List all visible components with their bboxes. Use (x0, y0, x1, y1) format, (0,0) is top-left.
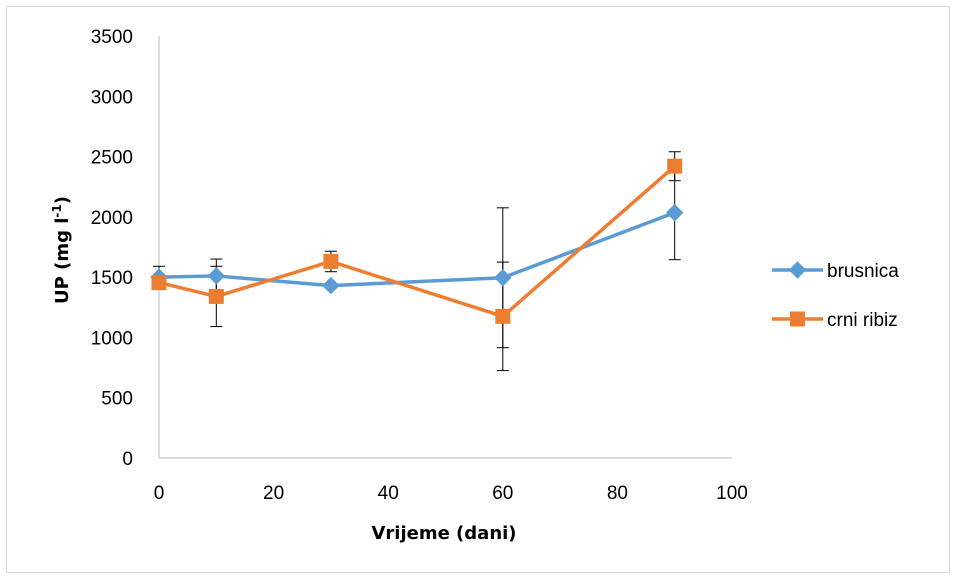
x-tick-label: 0 (154, 483, 165, 504)
marker-crni-ribiz (323, 253, 339, 269)
y-tick-label: 2000 (91, 208, 133, 229)
y-axis-title-base: UP (mg l (52, 218, 73, 304)
y-axis-title-close: ) (52, 196, 73, 204)
y-tick-label: 1000 (91, 328, 133, 349)
series-markers (150, 158, 684, 324)
y-tick-label: 500 (101, 389, 133, 410)
y-tick-label: 3500 (91, 27, 133, 48)
x-tick-label: 40 (378, 483, 399, 504)
error-bars (153, 151, 681, 372)
marker-brusnica (665, 203, 684, 222)
marker-crni-ribiz (667, 158, 683, 174)
marker-brusnica (207, 267, 226, 285)
legend-item: crni ribiz (772, 310, 898, 331)
x-tick-label: 20 (263, 483, 284, 504)
x-axis-title: Vrijeme (dani) (371, 523, 516, 544)
y-axis-title-superscript: -1 (50, 204, 64, 217)
legend-label: crni ribiz (827, 310, 898, 331)
series-line-brusnica (158, 211, 676, 288)
marker-crni-ribiz (495, 308, 511, 324)
y-tick-label: 2500 (91, 148, 133, 169)
series-lines (158, 164, 676, 319)
legend-marker (790, 311, 805, 327)
x-tick-labels: 0 20 40 60 80 100 (154, 483, 748, 504)
x-tick-label: 100 (716, 483, 748, 504)
legend-item: brusnica (772, 261, 899, 282)
legend-marker (788, 261, 807, 279)
x-tick-label: 60 (492, 483, 513, 504)
x-tick-label: 80 (607, 483, 628, 504)
marker-crni-ribiz (151, 275, 167, 291)
marker-brusnica (322, 276, 340, 295)
marker-brusnica (494, 269, 512, 287)
axes (158, 36, 732, 459)
y-tick-label: 0 (122, 449, 133, 470)
y-tick-label: 1500 (91, 268, 133, 289)
legend: brusnica crni ribiz (772, 261, 899, 331)
y-tick-label: 3000 (91, 87, 133, 108)
y-axis-title: UP (mg l-1) (50, 196, 73, 304)
legend-label: brusnica (827, 261, 899, 282)
marker-crni-ribiz (208, 288, 224, 304)
y-tick-labels: 0 500 1000 1500 2000 2500 3000 3500 (91, 27, 133, 470)
